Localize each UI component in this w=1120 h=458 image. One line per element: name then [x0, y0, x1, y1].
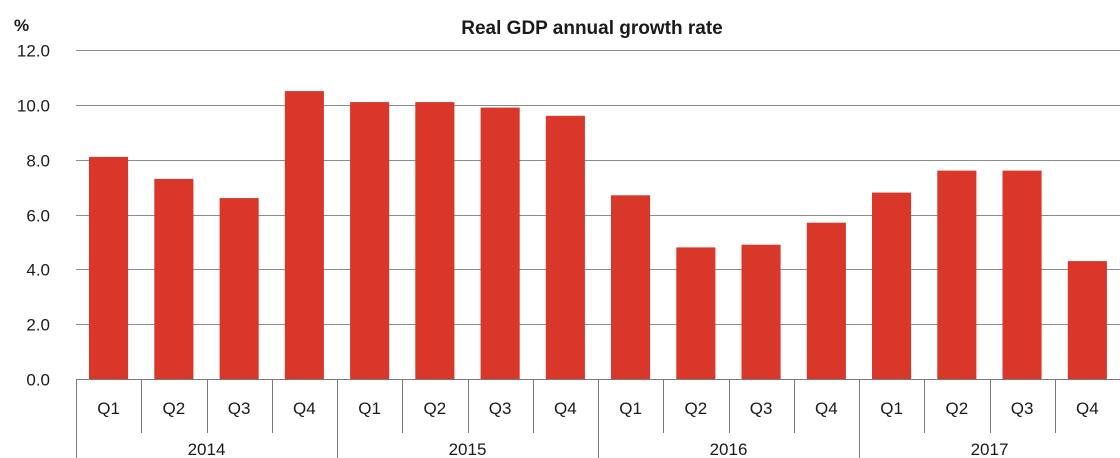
year-label: 2015: [449, 440, 487, 458]
x-tick-label: Q4: [1076, 399, 1099, 418]
bar: [1002, 170, 1042, 379]
bar: [350, 102, 390, 379]
bar: [1067, 261, 1107, 379]
x-tick-label: Q3: [489, 399, 512, 418]
y-axis-unit-label: %: [14, 16, 29, 35]
x-tick-label: Q4: [554, 399, 577, 418]
x-tick-label: Q2: [163, 399, 186, 418]
bar: [937, 170, 977, 379]
x-tick-label: Q2: [685, 399, 708, 418]
bar: [415, 102, 455, 379]
year-label: 2014: [188, 440, 226, 458]
y-tick-label: 0.0: [26, 371, 50, 390]
x-tick-label: Q3: [228, 399, 251, 418]
bar: [480, 107, 520, 379]
bar: [284, 91, 324, 379]
x-axis: Q1 Q2 Q3 Q4 2014 Q1 Q2 Q3 Q4 2015 Q1 Q2 Q3 Q4 2016 Q1 Q2…: [76, 379, 1120, 458]
bar: [154, 178, 194, 379]
x-tick-label: Q2: [424, 399, 447, 418]
x-tick-label: Q2: [946, 399, 969, 418]
x-tick-label: Q3: [750, 399, 773, 418]
bar: [872, 192, 912, 379]
x-tick-label: Q3: [1011, 399, 1034, 418]
bar: [611, 195, 651, 379]
x-tick-label: Q4: [293, 399, 316, 418]
y-tick-label: 8.0: [26, 152, 50, 171]
bars: [89, 91, 1107, 380]
bar: [676, 247, 716, 379]
bar: [545, 115, 585, 380]
y-tick-label: 6.0: [26, 207, 50, 226]
x-tick-label: Q1: [619, 399, 642, 418]
bar: [219, 198, 259, 379]
chart-title: Real GDP annual growth rate: [461, 18, 722, 39]
y-tick-label: 12.0: [17, 42, 50, 61]
bar: [741, 244, 781, 379]
bar: [806, 222, 846, 379]
y-axis-ticks: 0.0 2.0 4.0 6.0 8.0 10.0 12.0: [17, 42, 50, 390]
y-tick-label: 2.0: [26, 316, 50, 335]
y-tick-label: 10.0: [17, 97, 50, 116]
x-tick-label: Q4: [815, 399, 838, 418]
x-tick-label: Q1: [880, 399, 903, 418]
x-tick-label: Q1: [97, 399, 120, 418]
year-label: 2016: [710, 440, 748, 458]
x-tick-label: Q1: [358, 399, 381, 418]
bar: [89, 156, 129, 379]
year-label: 2017: [971, 440, 1009, 458]
y-tick-label: 4.0: [26, 261, 50, 280]
